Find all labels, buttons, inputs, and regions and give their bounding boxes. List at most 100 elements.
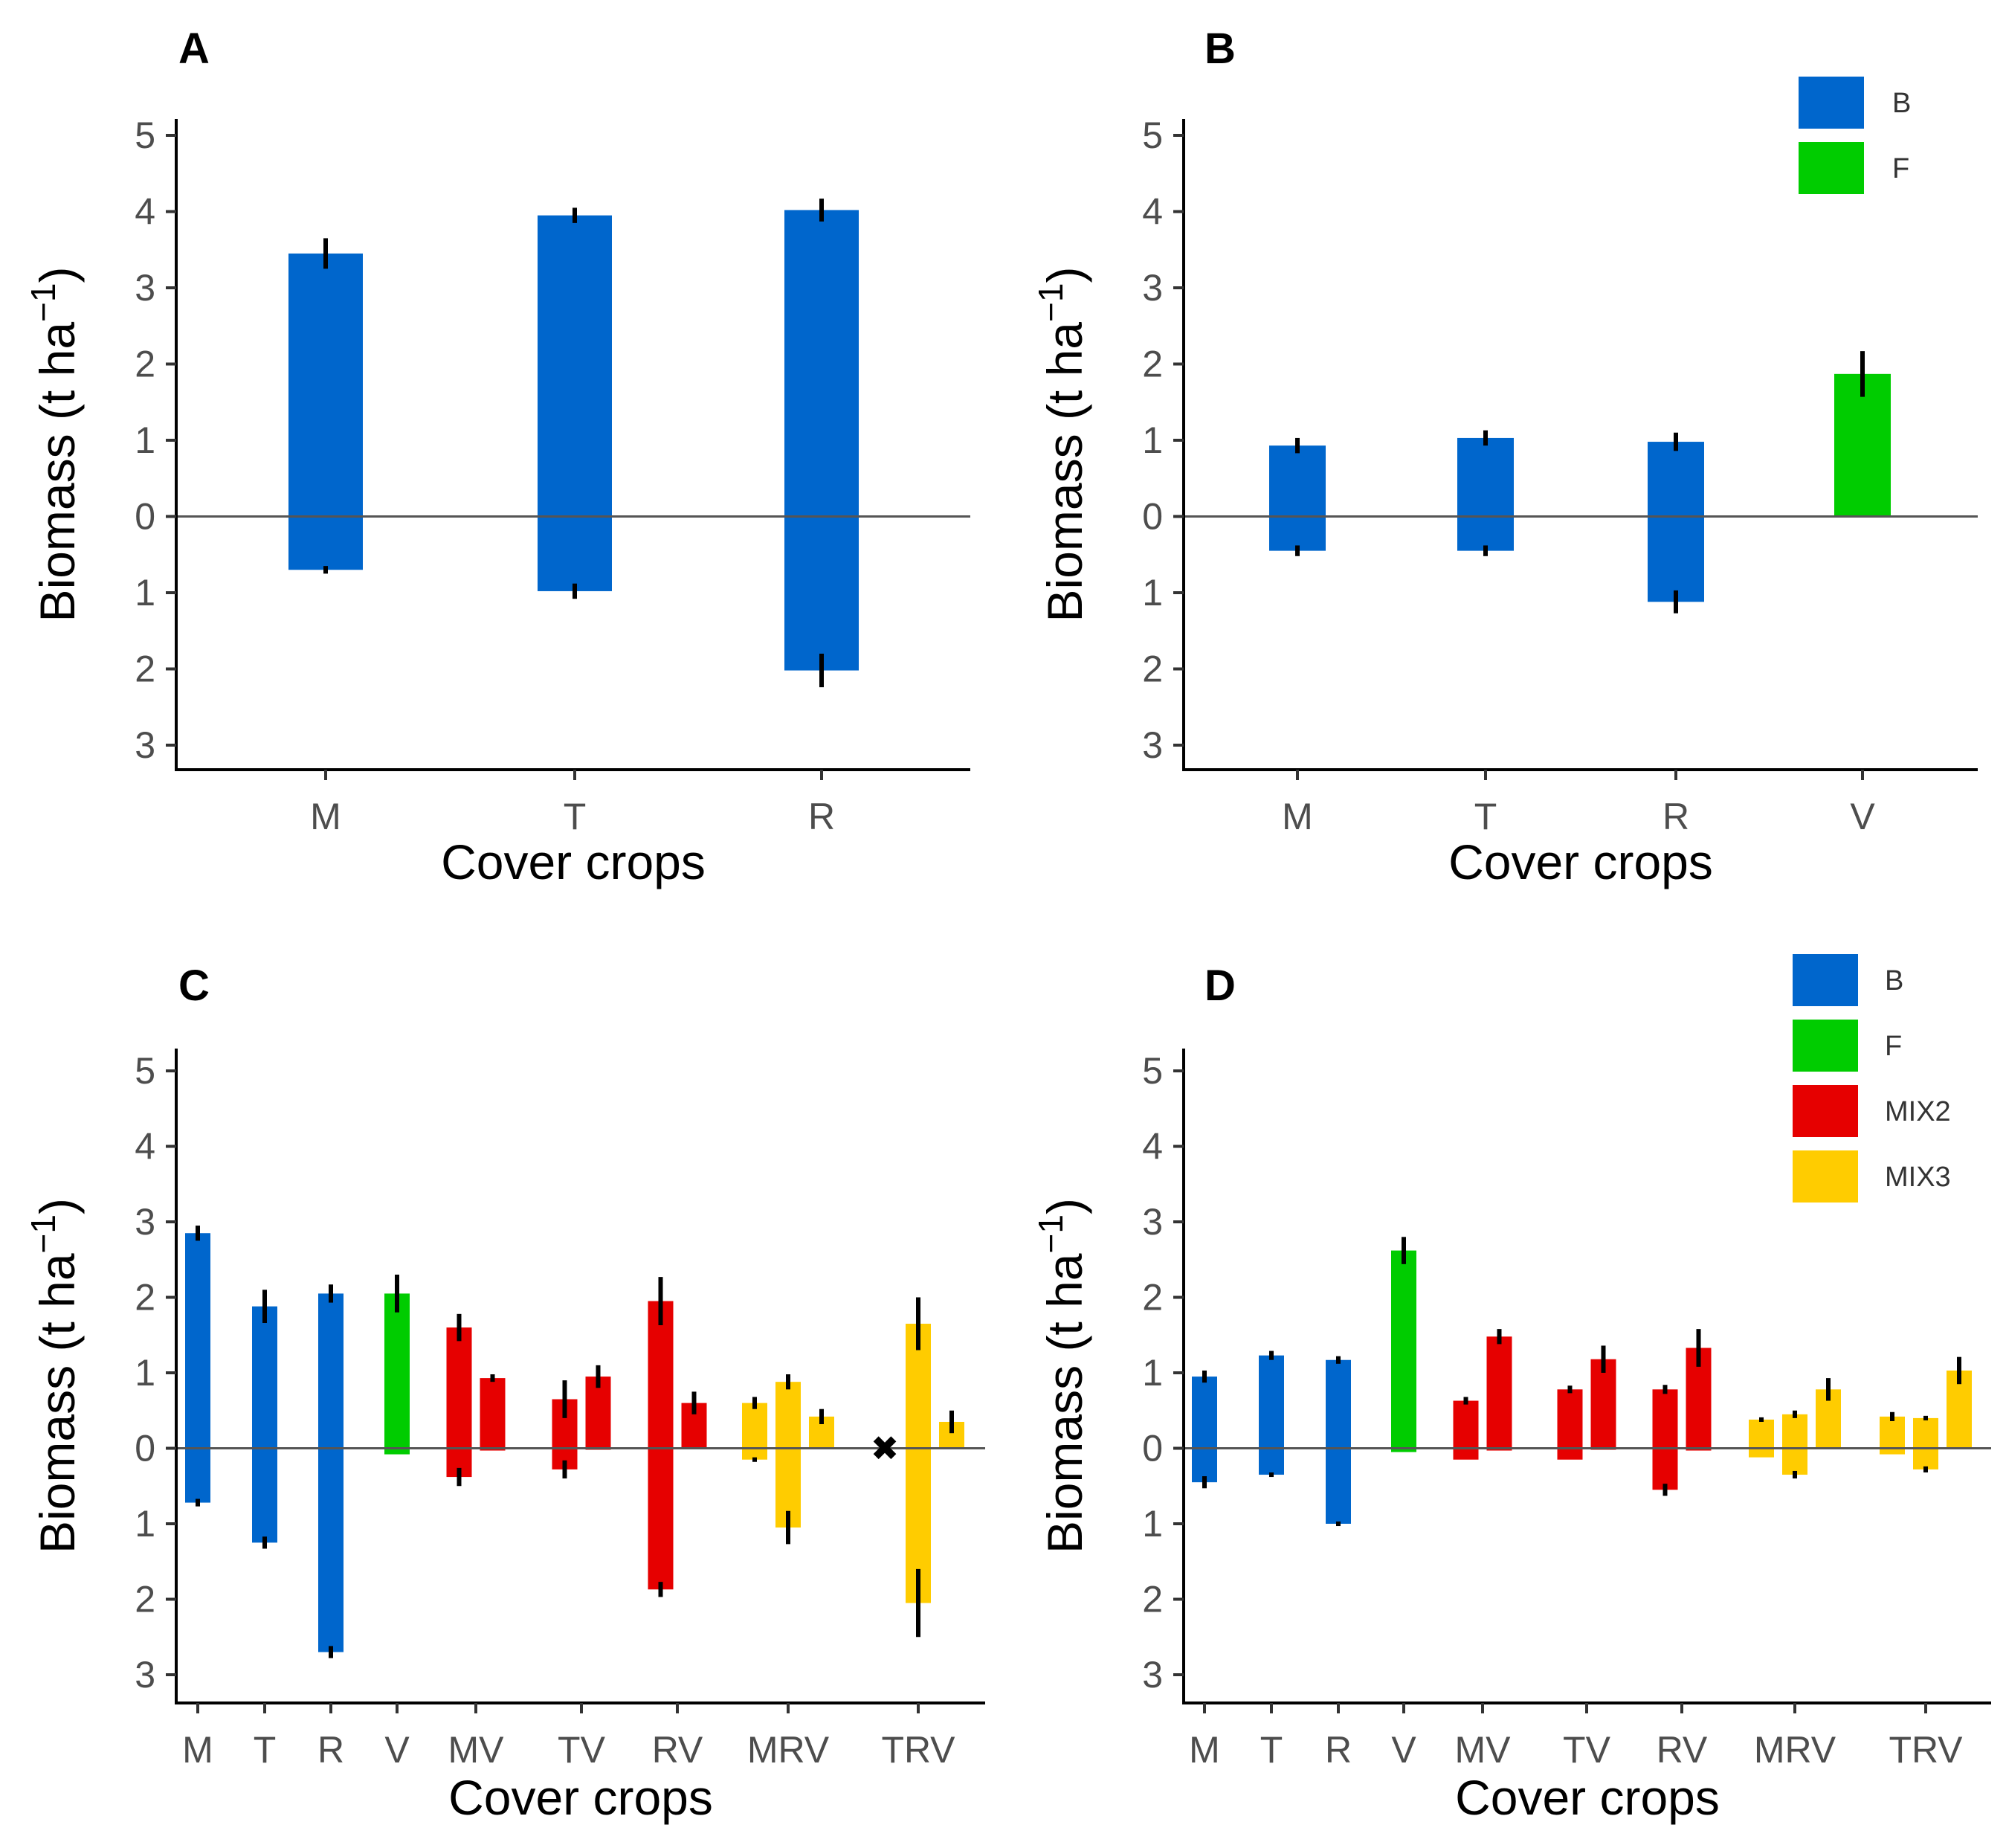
x-tick-label: MV — [1455, 1729, 1512, 1771]
x-tick-label: RV — [652, 1729, 703, 1771]
bar-trv-1 — [1913, 1417, 1938, 1469]
x-tick-label: R — [1325, 1729, 1352, 1771]
x-tick-label: TV — [1563, 1729, 1611, 1771]
x-tick-label: M — [1282, 796, 1313, 837]
bar-m-0 — [185, 1233, 210, 1503]
bar-r-0 — [1648, 442, 1704, 602]
x-tick-label: TV — [558, 1729, 606, 1771]
bar-mv-0 — [1453, 1400, 1479, 1460]
y-tick-label: 3 — [135, 267, 155, 309]
y-tick-label: 4 — [1142, 191, 1163, 233]
y-tick-label: 1 — [1142, 1352, 1163, 1394]
y-tick-label: 3 — [135, 724, 155, 766]
bar-mrv-0 — [1749, 1419, 1774, 1458]
bar-v-0 — [1391, 1250, 1416, 1452]
bar-mv-1 — [1486, 1336, 1512, 1451]
y-axis-title: Biomass (t ha−1) — [24, 267, 85, 622]
bar-tv-1 — [585, 1377, 611, 1450]
y-tick-label: 3 — [1142, 724, 1163, 766]
y-axis-title-close: ) — [30, 267, 85, 283]
x-axis-title: Cover crops — [1455, 1770, 1720, 1825]
y-axis-title-superscript: −1 — [1031, 283, 1070, 322]
y-axis-title-main: Biomass (t ha — [1037, 1253, 1092, 1554]
y-tick-label: 1 — [135, 419, 155, 461]
y-tick-label: 0 — [135, 496, 155, 538]
y-tick-label: 1 — [135, 1503, 155, 1545]
y-tick-label: 5 — [135, 115, 155, 156]
y-tick-label: 2 — [1142, 1277, 1163, 1319]
x-tick-label: V — [1850, 796, 1875, 837]
y-tick-label: 2 — [1142, 344, 1163, 385]
x-tick-label: V — [1391, 1729, 1416, 1771]
panel-a: A 5 4 3 2 1 0 1 2 3 M T R Cover crops Biomass (t ha−1) — [24, 25, 970, 889]
bar-mv-0 — [446, 1327, 472, 1478]
legend-label-f: F — [1885, 1031, 1902, 1062]
no-data-marker: ✖ — [871, 1429, 900, 1468]
bar-v-0 — [384, 1293, 410, 1455]
y-tick-label: 2 — [135, 1579, 155, 1620]
x-tick-label: T — [1474, 796, 1497, 837]
bar-mrv-1 — [775, 1382, 801, 1528]
y-tick-label: 0 — [135, 1428, 155, 1469]
legend: BF — [1797, 75, 1911, 196]
y-tick-label: 2 — [135, 344, 155, 385]
panel-label: B — [1204, 25, 1236, 73]
x-tick-label: M — [182, 1729, 213, 1771]
y-tick-label: 1 — [135, 572, 155, 614]
panel-label: C — [178, 962, 210, 1010]
bar-r-0 — [318, 1293, 344, 1652]
legend-label-b: B — [1885, 965, 1903, 997]
panel-label: A — [178, 25, 210, 73]
bar-trv-1 — [906, 1324, 931, 1603]
bar-tv-1 — [1590, 1359, 1616, 1450]
legend-swatch-mix2 — [1791, 1084, 1860, 1139]
x-tick-label: T — [1260, 1729, 1283, 1771]
bar-mrv-1 — [1782, 1414, 1807, 1475]
y-tick-label: 0 — [1142, 1428, 1163, 1469]
y-tick-label: 5 — [135, 1050, 155, 1092]
x-tick-label: TRV — [881, 1729, 955, 1771]
bar-t-0 — [1259, 1355, 1284, 1475]
x-tick-label: TRV — [1889, 1729, 1963, 1771]
bar-mrv-0 — [742, 1403, 767, 1460]
y-axis-title-main: Biomass (t ha — [30, 322, 85, 622]
x-tick-label: MRV — [1754, 1729, 1836, 1771]
x-axis-title: Cover crops — [448, 1770, 713, 1825]
y-tick-label: 2 — [1142, 1579, 1163, 1620]
bar-rv-0 — [648, 1301, 674, 1590]
panel-label: D — [1204, 962, 1236, 1010]
legend-swatch-b — [1797, 75, 1865, 130]
bar-r-0 — [784, 210, 859, 671]
legend-label-b: B — [1892, 88, 1911, 119]
legend-label-f: F — [1892, 153, 1909, 184]
bar-v-0 — [1834, 373, 1891, 517]
y-tick-label: 3 — [1142, 1201, 1163, 1243]
y-tick-label: 3 — [135, 1201, 155, 1243]
x-tick-label: T — [564, 796, 587, 837]
legend: B F MIX2 MIX3 — [1791, 953, 1951, 1204]
y-tick-label: 1 — [1142, 1503, 1163, 1545]
x-tick-label: V — [384, 1729, 410, 1771]
y-tick-label: 4 — [135, 1126, 155, 1168]
bar-mv-1 — [480, 1378, 506, 1451]
y-axis-title-superscript: −1 — [1031, 1214, 1070, 1253]
y-axis-title: Biomass (t ha−1) — [1031, 267, 1092, 622]
x-axis-title: Cover crops — [1448, 834, 1713, 889]
x-tick-label: M — [1189, 1729, 1220, 1771]
x-tick-label: MV — [448, 1729, 505, 1771]
y-tick-label: 1 — [135, 1352, 155, 1394]
legend-swatch-b — [1791, 953, 1860, 1008]
legend-label-mix3: MIX3 — [1885, 1162, 1951, 1193]
legend-swatch-f — [1791, 1018, 1860, 1073]
y-tick-label: 2 — [1142, 648, 1163, 690]
y-tick-label: 4 — [1142, 1126, 1163, 1168]
y-axis-title: Biomass (t ha−1) — [24, 1198, 85, 1554]
bar-t-0 — [252, 1306, 277, 1543]
x-tick-label: M — [310, 796, 341, 837]
legend-swatch-f — [1797, 141, 1865, 196]
x-tick-label: R — [808, 796, 835, 837]
y-axis-title-superscript: −1 — [24, 1214, 62, 1253]
bar-m-0 — [1269, 445, 1326, 551]
x-tick-label: T — [254, 1729, 277, 1771]
